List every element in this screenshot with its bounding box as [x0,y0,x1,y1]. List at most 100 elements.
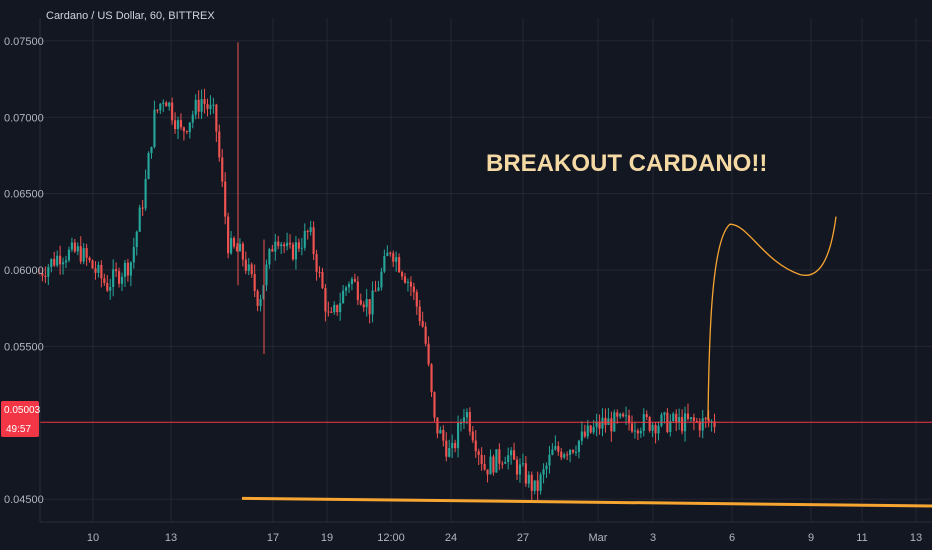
x-tick-label: 10 [87,532,99,544]
candle-body [117,271,121,284]
candle-body [135,231,138,248]
candle-body [38,273,41,275]
candle-body [156,109,159,111]
candle-body [392,253,395,262]
candle-body [607,418,610,425]
candle-body [633,430,637,432]
candle-body [103,278,106,284]
candle-body [200,99,203,112]
candle-body [342,290,345,304]
candle-body [377,287,380,291]
support-trendline[interactable] [241,496,932,508]
candle-body [513,450,516,460]
x-tick-label: 27 [517,532,529,544]
candle-body [418,306,421,322]
candle-body [129,262,132,276]
price-tag-countdown: 49:57 [6,424,31,435]
candle-body [362,304,365,308]
candle-body [286,242,289,247]
candle-body [294,242,298,260]
candle-body [427,343,430,365]
candle-body [224,181,227,217]
candle-body [471,431,474,441]
candle-body [601,417,604,429]
candle-body [651,424,654,431]
candle-body [141,207,144,209]
candle-body [654,424,657,434]
candle-body [47,266,50,277]
candle-body [507,455,510,463]
projection-curve[interactable] [707,216,837,420]
candle-body [477,451,480,455]
candle-body [265,264,268,286]
candle-body [663,412,666,415]
candle-body [660,414,663,426]
candle-body [318,271,321,273]
candle-body [82,248,85,262]
candle-body [569,450,572,455]
candle-body [368,299,371,315]
candle-body [297,242,300,249]
candle-body [713,421,716,428]
candle-body [253,274,256,291]
candle-body [489,456,492,475]
x-tick-label: Mar [589,532,608,544]
candle-body [539,474,542,491]
candle-body [168,102,171,107]
annotation-text[interactable]: BREAKOUT CARDANO!! [486,150,767,177]
candle-body [312,227,315,255]
candle-body [244,259,247,271]
candle-body [510,450,513,456]
candle-body [689,417,693,419]
candle-body [604,417,607,425]
candle-body [474,440,477,452]
candle-body [374,290,377,292]
candle-body [436,417,439,434]
price-tag-background [1,401,39,437]
candle-body [350,279,354,284]
candle-body [669,421,672,432]
candle-body [630,423,634,432]
candle-body [277,241,280,247]
candle-body [536,480,539,491]
x-axis[interactable]: 10 13 17 19 12:00 24 27 Mar 3 6 9 11 13 [87,532,922,544]
candle-body [583,431,586,437]
candle-body [147,153,150,179]
candle-body [256,290,259,307]
candle-body [97,264,100,273]
candle-body [678,417,681,423]
candle-body [359,300,362,305]
candle-body [347,283,351,288]
candle-body [616,412,619,417]
candle-body [598,421,601,429]
candle-body [218,131,221,158]
candle-body [686,413,690,419]
candle-body [300,247,303,249]
candle-body [518,464,522,475]
candle-body [701,418,704,431]
candle-body [430,364,433,393]
candle-body [495,449,498,473]
candle-body [398,257,401,273]
candle-body [672,413,675,422]
candle-body [551,449,554,455]
candle-body [159,103,162,111]
candle-body [622,413,625,417]
candle-body [395,257,398,262]
candle-body [291,244,295,260]
candle-body [498,449,501,464]
candle-body [132,247,135,263]
candle-body [415,292,418,307]
y-axis[interactable]: 0.04500 0.05500 0.06000 0.06500 0.07000 0.075… [4,36,44,506]
candle-body [88,257,91,261]
candle-body [433,392,436,418]
candle-body [542,469,545,475]
x-tick-label: 6 [729,532,735,544]
candle-body [451,443,454,448]
candle-body [153,109,156,147]
candle-body [483,463,486,470]
y-tick-label: 0.06500 [4,189,44,201]
symbol-title[interactable]: Cardano / US Dollar, 60, BITTREX [46,10,215,22]
candle-body [456,422,460,449]
